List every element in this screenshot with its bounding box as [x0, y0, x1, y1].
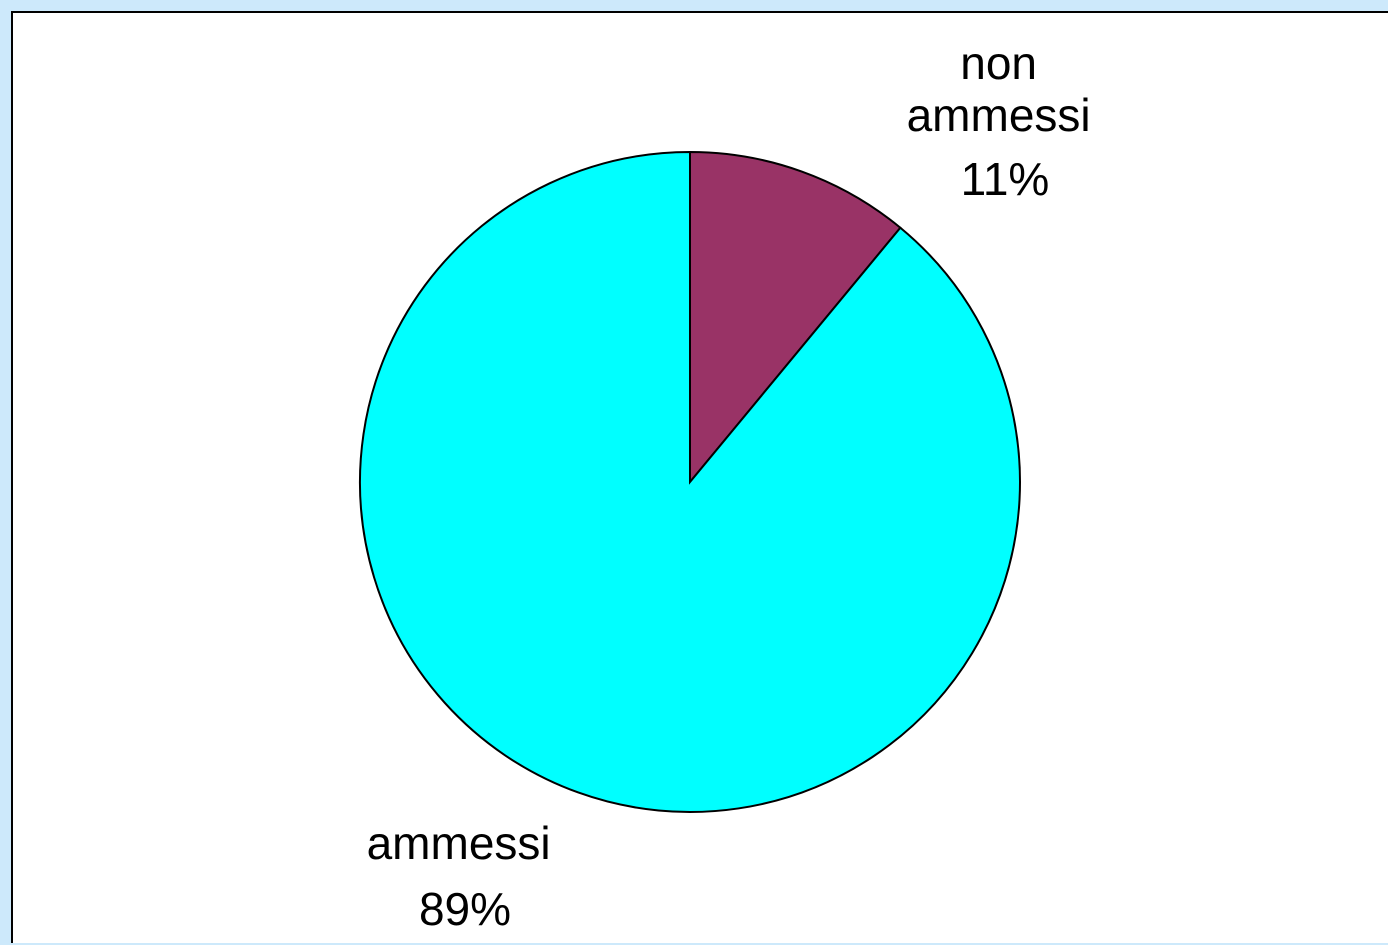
- label-non-ammessi-line1: non: [960, 37, 1037, 89]
- label-non-ammessi: non ammessi 11%: [907, 37, 1104, 205]
- slice-ammessi: [359, 150, 1021, 813]
- label-ammessi-pct: 89%: [419, 883, 511, 935]
- label-non-ammessi-line2: ammessi: [907, 89, 1091, 141]
- label-ammessi-line1: ammessi: [367, 817, 551, 869]
- chart-area: non ammessi 11% ammessi 89%: [11, 11, 1388, 943]
- label-ammessi: ammessi 89%: [367, 817, 564, 935]
- slice-non-ammessi: [689, 150, 902, 485]
- label-non-ammessi-pct: 11%: [961, 153, 1050, 205]
- pie-chart: non ammessi 11% ammessi 89%: [359, 37, 1104, 935]
